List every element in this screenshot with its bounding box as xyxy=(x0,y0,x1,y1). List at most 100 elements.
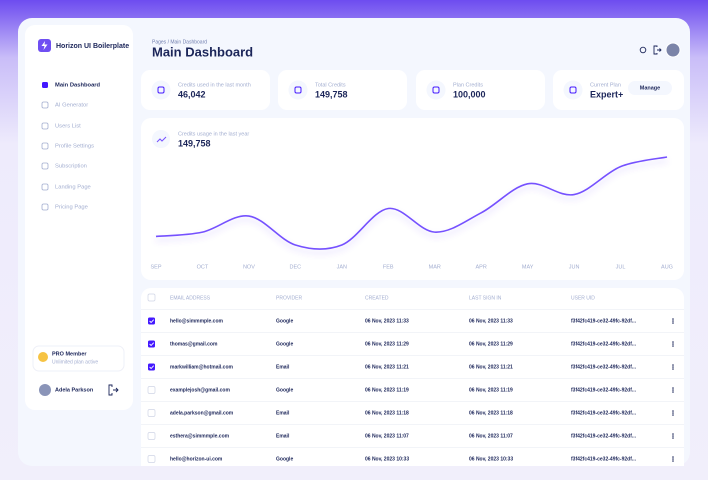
stat-icon xyxy=(151,80,171,100)
cell: 06 Nov, 2023 11:21 xyxy=(365,364,409,370)
row-menu-dot[interactable] xyxy=(672,414,674,416)
brand-logo-glyph xyxy=(41,41,48,50)
nav-item[interactable]: Profile Settings xyxy=(55,144,94,150)
row-menu-dot[interactable] xyxy=(672,320,674,322)
row-menu-dot[interactable] xyxy=(672,366,674,368)
cell: f3f42fc419-ce32-49fc-92df... xyxy=(571,364,637,370)
x-tick-label: NOV xyxy=(243,264,255,270)
cell: f3f42fc419-ce32-49fc-92df... xyxy=(571,456,637,462)
row-menu-dot[interactable] xyxy=(672,345,674,347)
manage-button[interactable] xyxy=(628,81,672,95)
info-button[interactable] xyxy=(639,46,647,54)
row-menu-dot[interactable] xyxy=(672,435,674,437)
x-tick-label: OCT xyxy=(197,264,209,270)
row-menu-dot[interactable] xyxy=(672,391,674,393)
nav-icon xyxy=(41,101,49,109)
cell: adela.parkson@gmail.com xyxy=(170,410,234,416)
cell: hello@horizon-ui.com xyxy=(170,456,223,462)
row-checkbox[interactable] xyxy=(147,432,156,440)
nav-item[interactable]: Main Dashboard xyxy=(55,83,101,89)
stat-icon-glyph xyxy=(157,86,165,94)
cell: f3f42fc419-ce32-49fc-92df... xyxy=(571,387,637,393)
row-menu-dot[interactable] xyxy=(672,368,674,370)
stat-icon-glyph xyxy=(294,86,302,94)
row-menu-dot[interactable] xyxy=(672,387,674,389)
nav-item[interactable]: Landing Page xyxy=(55,185,91,191)
stat-card xyxy=(141,70,270,110)
cell: 06 Nov, 2023 11:07 xyxy=(469,433,513,439)
pro-subtitle: Unlimited plan active xyxy=(52,359,98,365)
signout-button[interactable] xyxy=(653,45,662,55)
row-checkbox[interactable] xyxy=(147,409,156,417)
column-header: PROVIDER xyxy=(276,295,303,301)
row-checkbox[interactable] xyxy=(148,340,155,348)
cell: Email xyxy=(276,433,290,439)
x-tick-label: MAR xyxy=(429,264,441,270)
chart-label: Credits usage in the last year xyxy=(178,131,249,137)
row-checkbox[interactable] xyxy=(147,455,156,463)
check-glyph xyxy=(149,319,155,324)
stat-icon-glyph xyxy=(569,86,577,94)
cell: f3f42fc419-ce32-49fc-92df... xyxy=(571,318,637,324)
checkbox[interactable] xyxy=(147,293,156,302)
cell: 06 Nov, 2023 10:33 xyxy=(469,456,513,462)
nav-icon xyxy=(41,142,49,150)
row-menu-dot[interactable] xyxy=(672,460,674,462)
row-checkbox[interactable] xyxy=(147,386,156,394)
manage-label[interactable]: Manage xyxy=(640,85,660,91)
row-menu-dot[interactable] xyxy=(672,458,674,460)
cell: 06 Nov, 2023 11:19 xyxy=(469,387,513,393)
logout-button[interactable] xyxy=(108,384,119,396)
stat-label: Total Credits xyxy=(315,82,346,88)
row-menu-dot[interactable] xyxy=(672,341,674,343)
check-glyph xyxy=(149,365,155,370)
cell: 06 Nov, 2023 10:33 xyxy=(365,456,409,462)
nav-item[interactable]: AI Generator xyxy=(55,103,88,109)
chart-card xyxy=(141,118,684,280)
nav-item[interactable]: Users List xyxy=(55,124,81,130)
row-menu-dot[interactable] xyxy=(672,412,674,414)
cell: Google xyxy=(276,387,293,393)
x-tick-label: AUG xyxy=(661,264,673,270)
row-menu-dot[interactable] xyxy=(672,318,674,320)
row-menu-dot[interactable] xyxy=(672,433,674,435)
row-checkbox[interactable] xyxy=(148,363,155,371)
row-menu-dot[interactable] xyxy=(672,456,674,458)
x-tick-label: JAN xyxy=(337,264,347,270)
stat-card xyxy=(553,70,684,110)
cell: thomas@gmail.com xyxy=(170,341,218,347)
user-avatar xyxy=(39,384,51,396)
row-menu-dot[interactable] xyxy=(672,343,674,345)
row-checkbox[interactable] xyxy=(148,317,155,325)
row-menu-dot[interactable] xyxy=(672,389,674,391)
stat-value: 149,758 xyxy=(315,89,348,99)
cell: Google xyxy=(276,456,293,462)
page-title: Main Dashboard xyxy=(152,44,253,59)
row-menu-dot[interactable] xyxy=(672,322,674,324)
nav-icon xyxy=(41,203,49,211)
cell: Google xyxy=(276,318,293,324)
cell: 06 Nov, 2023 11:33 xyxy=(365,318,409,324)
stat-icon-glyph xyxy=(432,86,440,94)
pro-title: PRO Member xyxy=(52,351,87,357)
nav-icon xyxy=(42,82,48,88)
stat-label: Current Plan xyxy=(590,82,621,88)
column-header: EMAIL ADDRESS xyxy=(170,295,211,301)
nav-icon xyxy=(41,162,49,170)
header-avatar[interactable] xyxy=(665,42,681,58)
x-tick-label: JUN xyxy=(569,264,580,270)
chart-icon xyxy=(152,130,170,148)
cell: 06 Nov, 2023 11:21 xyxy=(469,364,513,370)
cell: 06 Nov, 2023 11:33 xyxy=(469,318,513,324)
row-menu-dot[interactable] xyxy=(672,437,674,439)
nav-item[interactable]: Subscription xyxy=(55,164,87,170)
nav-item[interactable]: Pricing Page xyxy=(55,205,88,211)
cell: Email xyxy=(276,364,290,370)
cell: 06 Nov, 2023 11:19 xyxy=(365,387,409,393)
breadcrumb: Pages / Main Dashboard xyxy=(152,39,207,45)
cell: 06 Nov, 2023 11:18 xyxy=(365,410,409,416)
stat-value: 46,042 xyxy=(178,89,206,99)
row-menu-dot[interactable] xyxy=(672,410,674,412)
row-menu-dot[interactable] xyxy=(672,364,674,366)
